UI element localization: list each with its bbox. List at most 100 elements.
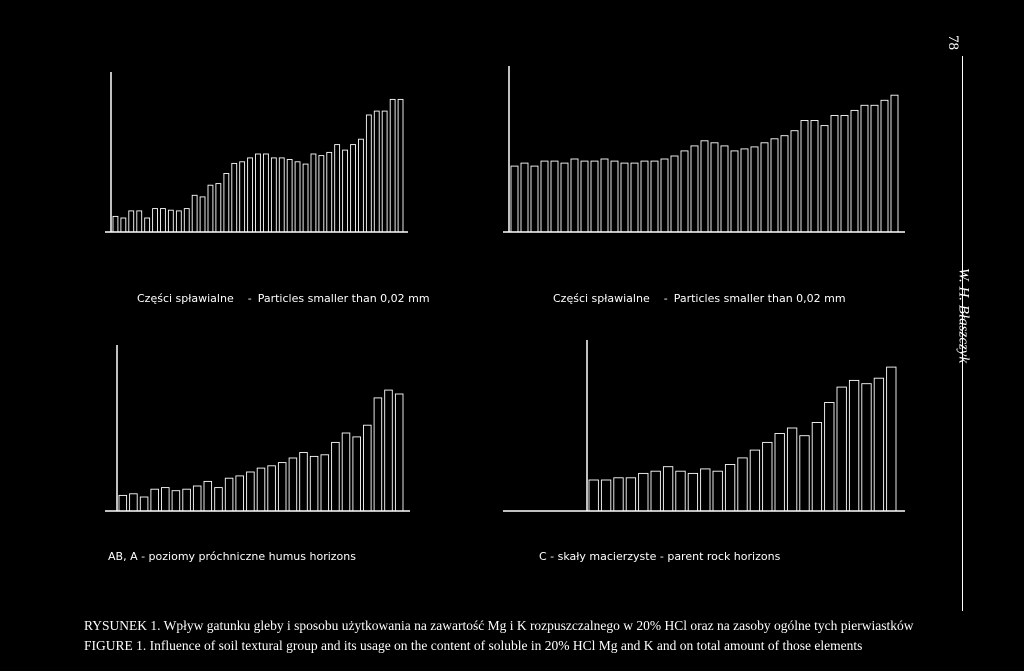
bar xyxy=(191,194,198,233)
bar xyxy=(762,441,773,512)
chart-title-top-left: Części spławialne - Particles smaller than… xyxy=(137,292,430,305)
bar xyxy=(112,215,119,233)
bar xyxy=(800,120,809,233)
bar xyxy=(861,383,872,512)
bar xyxy=(389,98,396,233)
bar xyxy=(570,158,579,233)
bar xyxy=(207,184,214,233)
bar xyxy=(886,366,897,512)
bar xyxy=(560,162,569,233)
bar xyxy=(326,151,333,233)
bar xyxy=(811,422,823,512)
chart-title-top-right: Części spławialne - Particles smaller than… xyxy=(553,292,846,305)
chart-title-en: Particles smaller than 0,02 mm xyxy=(257,292,430,305)
bar xyxy=(267,465,276,512)
bar xyxy=(365,114,372,233)
bar xyxy=(830,115,839,233)
bar xyxy=(235,475,244,512)
bar xyxy=(288,457,298,512)
bar xyxy=(737,457,748,512)
bar xyxy=(214,487,223,512)
caption-english: FIGURE 1. Influence of soil textural gro… xyxy=(84,638,863,653)
bar xyxy=(397,98,404,233)
bar xyxy=(136,210,143,233)
bar xyxy=(342,149,348,233)
bar xyxy=(161,487,170,512)
bar xyxy=(183,208,190,233)
bar xyxy=(675,470,686,512)
bar xyxy=(331,441,340,512)
bar xyxy=(890,94,899,233)
bar xyxy=(850,109,859,233)
bar xyxy=(175,210,182,233)
bar xyxy=(687,472,699,512)
bar xyxy=(120,217,127,233)
bar xyxy=(256,467,266,512)
bar xyxy=(167,209,174,233)
bar xyxy=(384,389,393,512)
bar xyxy=(373,110,380,233)
bar xyxy=(640,160,649,233)
bar xyxy=(824,402,835,512)
bar xyxy=(318,155,325,233)
bar xyxy=(790,130,799,233)
chart-title-en: Particles smaller than 0,02 mm xyxy=(673,292,846,305)
group-label-humus: AB, A - poziomy próchniczne humus horizo… xyxy=(108,550,356,563)
bar xyxy=(310,153,317,233)
bar xyxy=(700,468,711,512)
bar xyxy=(720,145,729,233)
bar xyxy=(740,148,749,233)
bar xyxy=(730,150,739,233)
bar xyxy=(294,161,301,233)
bar xyxy=(749,449,761,512)
bar xyxy=(550,160,559,233)
bar xyxy=(724,464,736,512)
bar xyxy=(680,150,689,233)
bar xyxy=(690,145,699,233)
bar xyxy=(590,160,599,233)
bar xyxy=(710,142,719,233)
bar xyxy=(660,158,669,233)
bar xyxy=(580,160,589,233)
bar xyxy=(129,493,138,512)
bar xyxy=(299,452,308,512)
bar xyxy=(810,120,819,233)
bar xyxy=(870,104,879,233)
bar xyxy=(820,125,829,233)
bar xyxy=(182,488,191,512)
bar xyxy=(363,424,372,512)
bar xyxy=(199,196,206,233)
bar xyxy=(530,165,539,233)
bar xyxy=(223,173,230,233)
bar xyxy=(341,432,351,512)
bar xyxy=(160,208,166,233)
bar xyxy=(302,163,309,233)
bar xyxy=(620,162,629,233)
bar xyxy=(613,477,624,512)
bar xyxy=(309,455,319,512)
bar xyxy=(224,477,234,512)
bar xyxy=(270,157,277,233)
bar xyxy=(510,165,519,233)
bar xyxy=(638,472,649,512)
bar xyxy=(630,162,639,233)
page-number: 78 xyxy=(945,35,961,50)
bar xyxy=(610,160,619,233)
bar xyxy=(873,377,885,512)
bar xyxy=(320,454,330,512)
bar xyxy=(118,494,128,512)
bar xyxy=(799,435,810,512)
bar xyxy=(247,157,253,233)
bar xyxy=(277,462,287,512)
bar xyxy=(600,158,609,233)
bar xyxy=(381,110,388,233)
bar xyxy=(286,159,293,233)
bar xyxy=(860,104,869,233)
bar xyxy=(780,135,789,233)
running-head-author: W. H. Błaszczyk xyxy=(955,267,972,364)
bar xyxy=(848,379,860,512)
bar xyxy=(880,99,889,233)
bar xyxy=(278,157,285,233)
bar xyxy=(128,210,135,233)
